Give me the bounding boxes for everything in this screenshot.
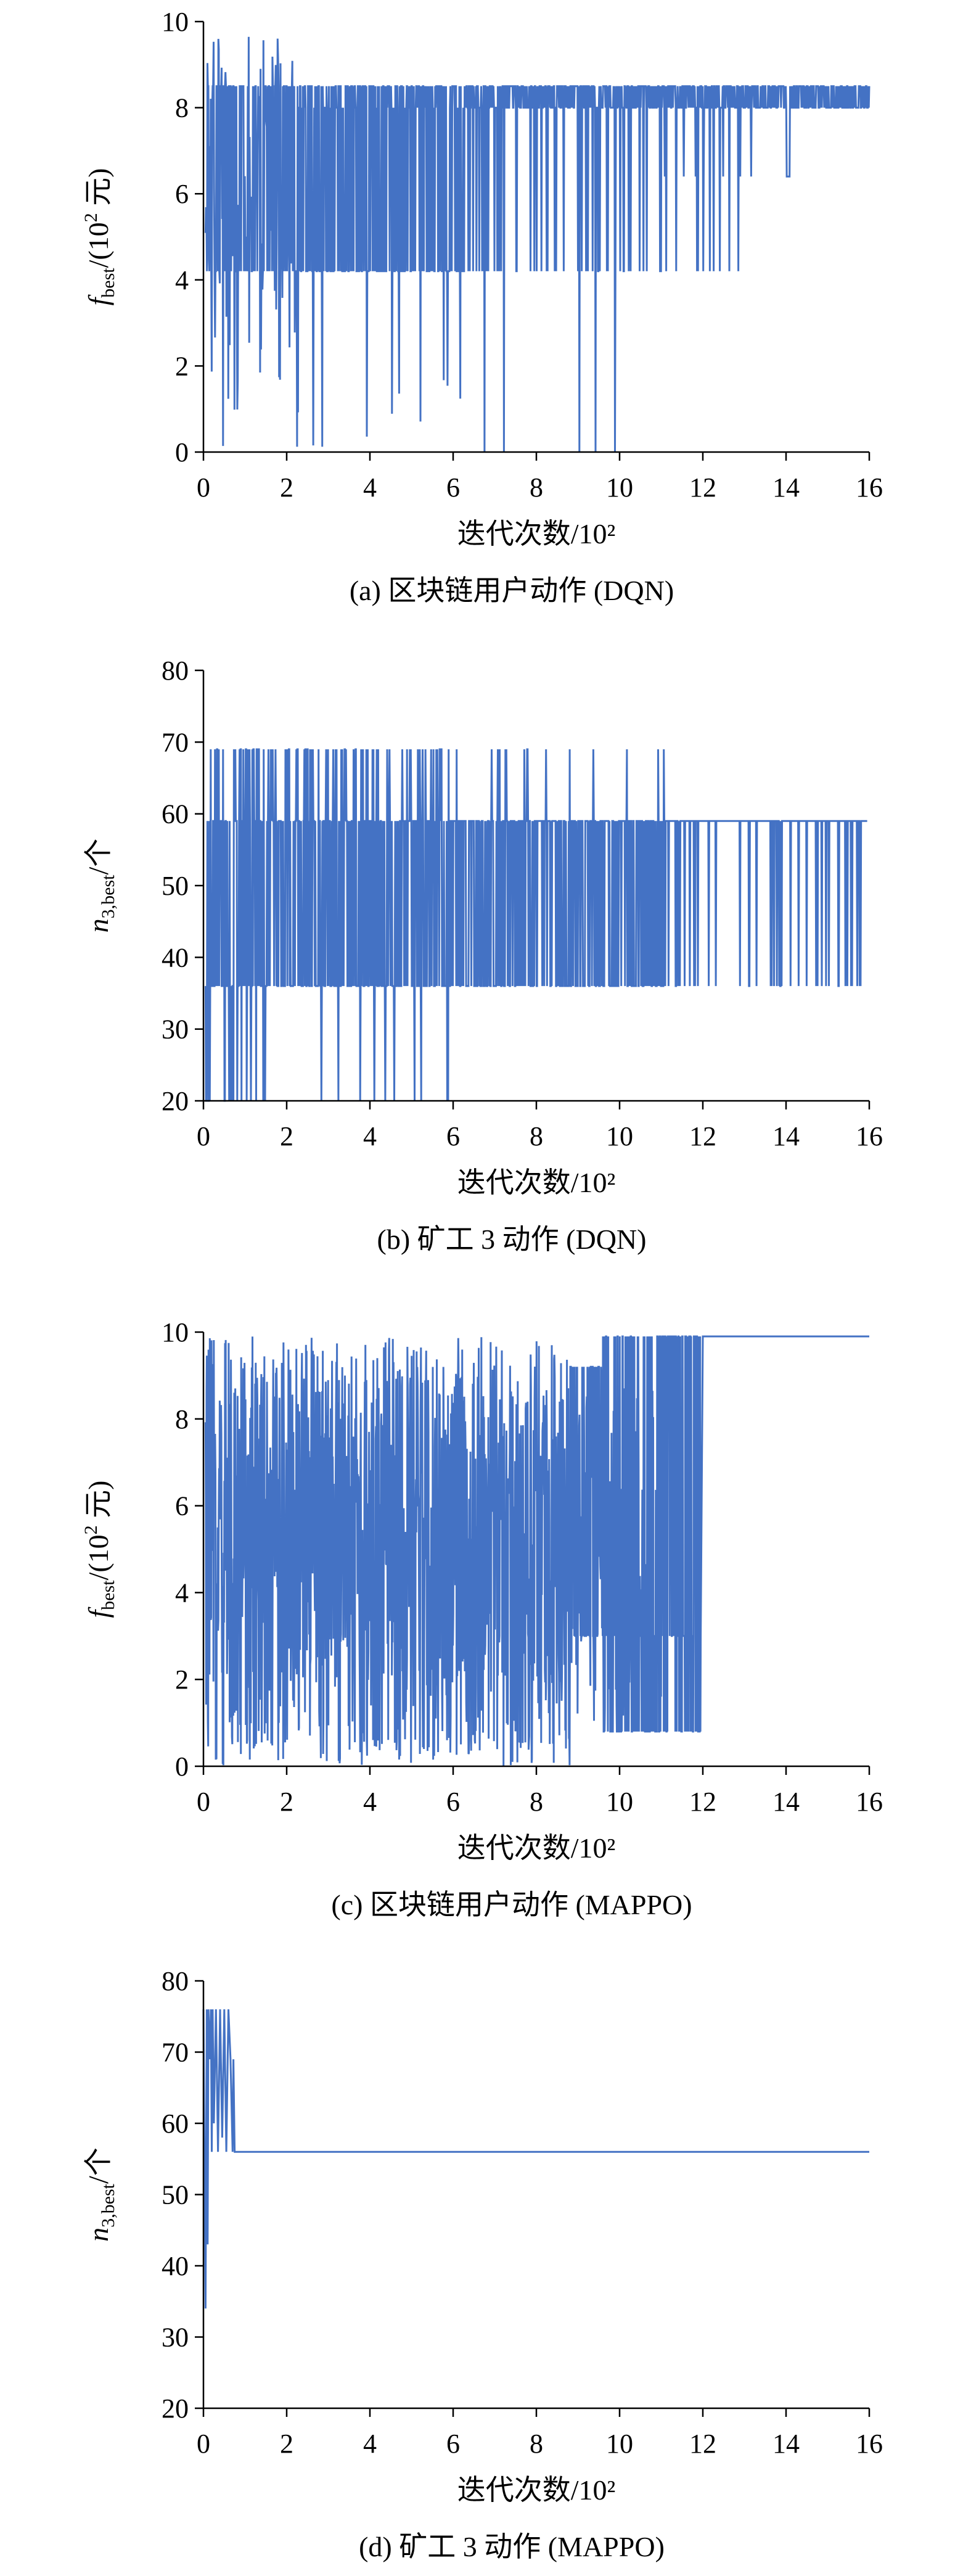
panel-caption: (b) 矿工 3 动作 (DQN) — [377, 1224, 647, 1255]
y-axis-title: n3,best/个 — [83, 2147, 118, 2242]
y-axis-title-rest: /个 — [83, 2147, 114, 2184]
y-axis-title: fbest/(102 元) — [81, 1480, 118, 1618]
y-tick-label: 20 — [162, 2393, 189, 2424]
y-tick-label: 10 — [162, 7, 189, 37]
x-tick-label: 14 — [772, 2429, 800, 2459]
y-axis-title-sub: 3,best — [98, 2183, 118, 2227]
y-axis-title-sub: best — [98, 268, 118, 298]
y-axis-title-rest: /(10 — [83, 222, 114, 268]
y-tick-label: 60 — [162, 2109, 189, 2139]
y-axis-title-sup: 2 — [81, 213, 101, 222]
x-tick-label: 6 — [446, 1121, 460, 1151]
y-tick-label: 40 — [162, 942, 189, 973]
x-axis-title: 迭代次数/10² — [457, 518, 616, 549]
x-tick-label: 6 — [446, 1787, 460, 1817]
y-axis-title-sub: best — [98, 1580, 118, 1610]
x-tick-label: 12 — [689, 472, 716, 503]
x-tick-label: 16 — [856, 1121, 883, 1151]
y-tick-label: 70 — [162, 727, 189, 757]
x-tick-label: 8 — [530, 472, 543, 503]
x-tick-label: 2 — [280, 1121, 293, 1151]
y-tick-label: 4 — [175, 265, 189, 295]
y-tick-label: 30 — [162, 2323, 189, 2353]
y-axis-title-var: n — [83, 918, 114, 932]
y-tick-label: 0 — [175, 437, 189, 467]
x-tick-label: 14 — [772, 1121, 800, 1151]
x-tick-label: 10 — [606, 2429, 633, 2459]
x-tick-label: 4 — [363, 1121, 377, 1151]
y-tick-label: 4 — [175, 1578, 189, 1608]
x-tick-label: 10 — [606, 1121, 633, 1151]
data-series-line — [204, 36, 871, 453]
x-tick-label: 8 — [530, 1787, 543, 1817]
x-tick-label: 2 — [280, 1787, 293, 1817]
y-tick-label: 2 — [175, 1665, 189, 1695]
x-tick-label: 0 — [197, 1787, 210, 1817]
data-series-line — [202, 2009, 869, 2309]
x-axis-title: 迭代次数/10² — [457, 2474, 616, 2506]
y-axis-title: fbest/(102 元) — [81, 168, 118, 305]
y-axis-title-sup: 2 — [81, 1525, 101, 1534]
y-tick-label: 8 — [175, 93, 189, 123]
y-tick-label: 60 — [162, 799, 189, 829]
x-tick-label: 10 — [606, 1787, 633, 1817]
x-tick-label: 14 — [772, 472, 800, 503]
x-tick-label: 6 — [446, 472, 460, 503]
chart-panel-b: 20 30 40 50 60 70 80 0 2 4 6 8 10 12 14 16 迭代次数/10² n3,be… — [83, 656, 883, 1255]
chart-panel-a: 0 2 4 6 8 10 0 2 4 6 8 10 12 14 16 迭代次数/10² fbest/(102 元… — [81, 7, 883, 606]
x-tick-label: 2 — [280, 472, 293, 503]
y-tick-label: 20 — [162, 1086, 189, 1116]
panel-caption: (d) 矿工 3 动作 (MAPPO) — [359, 2531, 665, 2562]
y-axis-title-rest: /个 — [83, 839, 114, 875]
x-tick-label: 16 — [856, 472, 883, 503]
y-tick-label: 50 — [162, 2180, 189, 2210]
x-axis-title: 迭代次数/10² — [457, 1832, 616, 1864]
x-tick-label: 10 — [606, 472, 633, 503]
x-tick-label: 12 — [689, 1787, 716, 1817]
data-series-line — [204, 748, 867, 1102]
x-tick-label: 8 — [530, 2429, 543, 2459]
data-series-line — [204, 1335, 869, 1766]
panel-caption: (c) 区块链用户动作 (MAPPO) — [331, 1889, 692, 1920]
x-tick-label: 4 — [363, 472, 377, 503]
x-tick-label: 0 — [197, 472, 210, 503]
y-tick-label: 2 — [175, 351, 189, 381]
y-axis-title-var: n — [83, 2228, 114, 2242]
y-tick-label: 30 — [162, 1014, 189, 1045]
chart-panel-c: 0 2 4 6 8 10 0 2 4 6 8 10 12 14 16 迭代次数/10² fbest/(102 元… — [81, 1317, 883, 1920]
x-tick-label: 2 — [280, 2429, 293, 2459]
y-tick-label: 8 — [175, 1404, 189, 1434]
y-axis-title-sub: 3,best — [98, 874, 118, 918]
y-axis-title-unit: 元) — [83, 1480, 114, 1525]
y-tick-label: 40 — [162, 2251, 189, 2281]
y-axis-title-unit: 元) — [83, 168, 114, 213]
y-tick-label: 70 — [162, 2038, 189, 2068]
x-tick-label: 16 — [856, 2429, 883, 2459]
y-tick-label: 80 — [162, 656, 189, 686]
x-tick-label: 4 — [363, 2429, 377, 2459]
x-tick-label: 12 — [689, 1121, 716, 1151]
chart-panel-d: 20 30 40 50 60 70 80 0 2 4 6 8 10 12 14 16 迭代次数/10² n3,be… — [83, 1966, 883, 2562]
x-tick-label: 14 — [772, 1787, 800, 1817]
x-tick-label: 16 — [856, 1787, 883, 1817]
y-tick-label: 10 — [162, 1317, 189, 1348]
y-tick-label: 6 — [175, 1491, 189, 1521]
panel-caption: (a) 区块链用户动作 (DQN) — [350, 575, 674, 606]
x-tick-label: 4 — [363, 1787, 377, 1817]
y-tick-label: 6 — [175, 179, 189, 209]
x-tick-label: 6 — [446, 2429, 460, 2459]
y-tick-label: 0 — [175, 1751, 189, 1782]
y-tick-label: 80 — [162, 1966, 189, 1996]
x-tick-label: 12 — [689, 2429, 716, 2459]
x-axis-title: 迭代次数/10² — [457, 1167, 616, 1198]
y-tick-label: 50 — [162, 871, 189, 901]
x-tick-label: 8 — [530, 1121, 543, 1151]
y-axis-title-rest: /(10 — [83, 1534, 114, 1580]
x-tick-label: 0 — [197, 2429, 210, 2459]
x-tick-label: 0 — [197, 1121, 210, 1151]
y-axis-title: n3,best/个 — [83, 839, 118, 933]
